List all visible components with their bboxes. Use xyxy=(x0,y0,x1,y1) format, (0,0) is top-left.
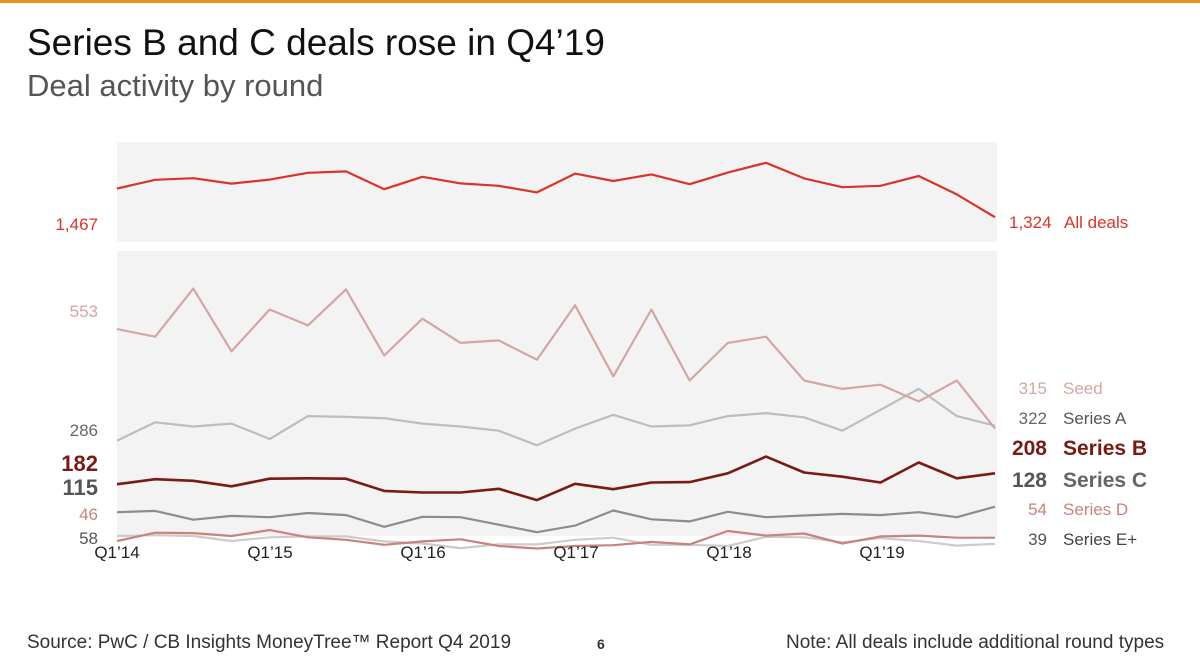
all-deals-panel xyxy=(117,142,997,242)
right-end-labels: 1,324 All deals 315 Seed 322 Series A 208 Serie… xyxy=(1009,213,1147,549)
x-axis: Q1’14 Q1’15 Q1’16 Q1’17 Q1’18 Q1’19 xyxy=(94,543,904,562)
page-number: 6 xyxy=(597,636,605,652)
rounds-panel xyxy=(117,251,997,536)
series-name-label: All deals xyxy=(1064,213,1128,232)
end-value-label: 128 xyxy=(1012,469,1047,492)
accent-bar xyxy=(0,0,1200,3)
start-value-label: 46 xyxy=(79,505,98,524)
end-value-label: 315 xyxy=(1019,379,1047,398)
x-tick-label: Q1’18 xyxy=(706,543,751,562)
footer-source: Source: PwC / CB Insights MoneyTree™ Rep… xyxy=(27,632,512,653)
series-name-label: Series E+ xyxy=(1063,530,1137,549)
series-line-all-deals xyxy=(116,161,996,219)
end-value-label: 1,324 xyxy=(1009,213,1052,232)
x-tick-label: Q1’16 xyxy=(400,543,445,562)
x-tick-label: Q1’15 xyxy=(247,543,292,562)
footer-note: Note: All deals include additional round… xyxy=(786,632,1165,653)
start-value-label: 58 xyxy=(79,529,98,548)
end-value-label: 208 xyxy=(1012,437,1047,460)
series-name-label: Series C xyxy=(1063,469,1147,492)
series-name-label: Series B xyxy=(1063,437,1147,460)
series-line-series-c xyxy=(116,505,996,534)
x-tick-label: Q1’14 xyxy=(94,543,139,562)
series-name-label: Seed xyxy=(1063,379,1103,398)
start-value-label: 553 xyxy=(70,302,98,321)
start-value-label: 286 xyxy=(70,421,98,440)
page-subtitle: Deal activity by round xyxy=(27,68,324,103)
x-tick-label: Q1’19 xyxy=(859,543,904,562)
page-title: Series B and C deals rose in Q4’19 xyxy=(27,22,605,63)
start-value-label: 115 xyxy=(63,475,99,500)
end-value-label: 54 xyxy=(1028,500,1047,519)
end-value-label: 322 xyxy=(1019,409,1047,428)
series-line-series-a xyxy=(116,387,996,447)
series-line-seed xyxy=(116,287,996,430)
end-value-label: 39 xyxy=(1028,530,1047,549)
series-line-series-b xyxy=(116,455,996,502)
series-name-label: Series A xyxy=(1063,409,1127,428)
series-name-label: Series D xyxy=(1063,500,1128,519)
start-value-label: 182 xyxy=(61,451,98,476)
series-lines xyxy=(116,161,996,550)
start-value-label: 1,467 xyxy=(55,215,98,234)
x-tick-label: Q1’17 xyxy=(553,543,598,562)
series-line-series-d xyxy=(116,529,995,550)
